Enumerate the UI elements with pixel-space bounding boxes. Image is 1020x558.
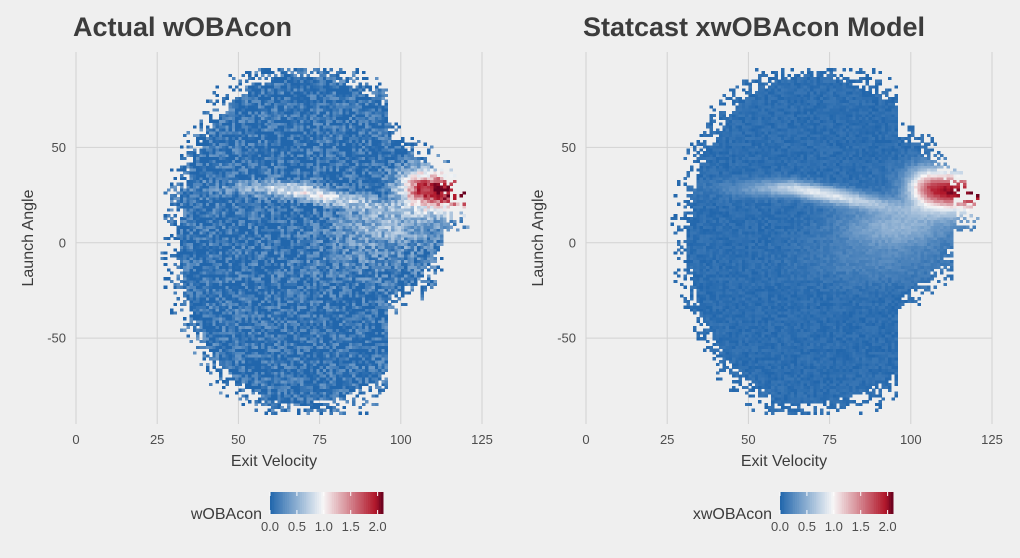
y-tick-label: -50 bbox=[557, 331, 576, 346]
colorbar-tick-label: 0.5 bbox=[288, 519, 306, 534]
x-tick-label: 100 bbox=[900, 432, 922, 447]
panel-xwobacon-model: Statcast xwOBAcon Model 0 25 50 75 100 125 50 0… bbox=[510, 0, 1020, 558]
panel-actual-wobacon: Actual wOBAcon 0 25 50 75 100 125 50 0 -50 Exit V… bbox=[20, 12, 493, 534]
y-axis-label: Launch Angle bbox=[20, 189, 37, 286]
x-tick-label: 100 bbox=[390, 432, 412, 447]
colorbar-tick-label: 0.0 bbox=[261, 519, 279, 534]
colorbar-title: xwOBAcon bbox=[693, 506, 772, 523]
chart-title: Actual wOBAcon bbox=[73, 12, 293, 42]
y-tick-label: 0 bbox=[569, 235, 576, 250]
y-axis: 50 0 -50 bbox=[47, 140, 66, 346]
colorbar-tick-label: 1.0 bbox=[315, 519, 333, 534]
x-axis: 0 25 50 75 100 125 bbox=[72, 432, 492, 447]
colorbar-tick-label: 1.5 bbox=[852, 519, 870, 534]
y-tick-label: 0 bbox=[59, 235, 66, 250]
x-tick-label: 0 bbox=[582, 432, 589, 447]
x-tick-label: 25 bbox=[150, 432, 164, 447]
y-tick-label: -50 bbox=[47, 331, 66, 346]
chart-svg: 0 25 50 75 100 125 50 0 -50 Exit Velocity Launch A… bbox=[530, 52, 1003, 534]
colorbar-tick-label: 2.0 bbox=[369, 519, 387, 534]
colorbar-tick-label: 0.5 bbox=[798, 519, 816, 534]
x-tick-label: 75 bbox=[822, 432, 836, 447]
x-tick-label: 75 bbox=[312, 432, 326, 447]
x-tick-label: 50 bbox=[741, 432, 755, 447]
colorbar-tick-label: 0.0 bbox=[771, 519, 789, 534]
x-tick-label: 125 bbox=[981, 432, 1003, 447]
y-tick-label: 50 bbox=[562, 140, 576, 155]
colorbar-title: wOBAcon bbox=[190, 506, 262, 523]
x-tick-label: 25 bbox=[660, 432, 674, 447]
x-axis: 0 25 50 75 100 125 bbox=[582, 432, 1002, 447]
y-tick-label: 50 bbox=[52, 140, 66, 155]
y-axis: 50 0 -50 bbox=[557, 140, 576, 346]
x-tick-label: 125 bbox=[471, 432, 493, 447]
x-tick-label: 0 bbox=[72, 432, 79, 447]
heatmap-cells bbox=[160, 68, 470, 415]
chart-title: Statcast xwOBAcon Model bbox=[583, 12, 926, 42]
y-axis-label: Launch Angle bbox=[530, 189, 547, 286]
chart-svg: 0 25 50 75 100 125 50 0 -50 Exit Velocity Launch A… bbox=[20, 52, 493, 534]
colorbar-tick-label: 1.0 bbox=[825, 519, 843, 534]
x-axis-label: Exit Velocity bbox=[231, 453, 317, 470]
x-tick-label: 50 bbox=[231, 432, 245, 447]
heatmap-cells bbox=[670, 68, 980, 415]
colorbar-tick-label: 1.5 bbox=[342, 519, 360, 534]
colorbar-tick-label: 2.0 bbox=[879, 519, 897, 534]
x-axis-label: Exit Velocity bbox=[741, 453, 827, 470]
